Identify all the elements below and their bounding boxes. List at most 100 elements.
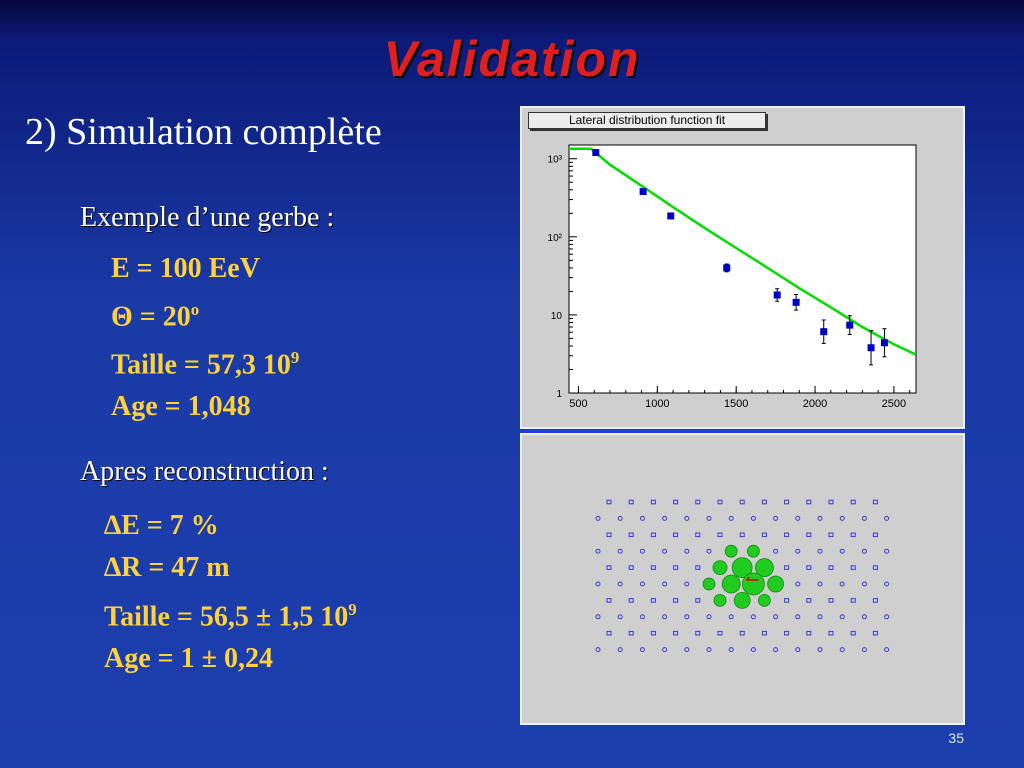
detector-station [884,581,890,587]
ldf-x-tick-label: 2500 [882,398,906,410]
detector-station [806,499,812,505]
detector-station [617,515,623,521]
detector-station [850,565,856,570]
detector-station [650,630,656,636]
ldf-data-point [592,149,600,157]
triggered-station [721,574,741,594]
detector-station [684,581,690,587]
detector-station [650,499,656,505]
size-value: Taille = 57,3 109 [111,337,299,385]
ldf-y-tick-label: 10 [551,311,563,322]
ldf-data-point [792,298,800,306]
detector-station [817,548,823,554]
detector-station [628,499,634,505]
detector-station [795,515,801,521]
triggered-station [747,544,760,558]
detector-station [817,647,823,653]
detector-station [628,532,634,538]
detector-station [706,515,712,521]
ldf-data-point [880,339,888,347]
detector-station [795,581,801,587]
detector-station [695,630,701,636]
detector-station [706,548,712,554]
page-number: 35 [948,730,964,746]
detector-station [872,499,878,505]
triggered-station [724,544,738,558]
ldf-data-point [846,321,854,329]
detector-station [617,614,623,620]
theta-sup: o [190,300,200,319]
detector-station [595,647,601,653]
detector-station [773,647,779,653]
ldf-y-tick-label: 10³ [548,155,563,166]
detector-station [639,647,645,653]
detector-station [806,598,812,603]
detector-station [717,630,723,636]
detector-station [717,499,723,505]
detector-station [728,614,734,620]
delta-e-value: ∆E = 7 % [104,510,219,541]
triggered-station [712,560,728,575]
detector-station [606,630,612,636]
detector-station [706,647,712,653]
detector-station [806,565,812,570]
detector-station [628,565,634,570]
detector-station [784,630,790,636]
reco-size-value: Taille = 56,5 ± 1,5 109 [104,589,357,638]
slide-title: Validation [383,31,641,87]
detector-station [617,581,623,587]
ldf-data-point [667,212,675,220]
detector-station [784,598,790,603]
detector-station [639,548,645,554]
reco-age-value: Age = 1 ± 0,24 [104,643,273,675]
detector-station [639,515,645,521]
detector-station [595,614,601,620]
detector-station [784,565,790,570]
detector-station [839,548,845,554]
shower-parameters: E = 100 EeV Θ = 20o Taille = 57,3 109 Ag… [111,248,299,427]
ldf-points-layer [592,149,888,366]
detector-station [650,598,656,603]
array-panel [520,433,965,725]
ldf-data-point [820,328,828,336]
theta-value: Θ = 20o [111,289,299,337]
detector-station [872,630,878,636]
detector-station [684,647,690,653]
delta-r-value: ∆R = 47 m [104,552,230,583]
detector-station [795,614,801,620]
triggered-station [702,577,716,591]
detector-station [639,614,645,620]
detector-station [617,548,623,554]
detector-station [817,515,823,521]
detector-station [695,499,701,505]
detector-station [662,581,668,587]
detector-station [684,614,690,620]
panel-divider [520,430,965,433]
detector-station [861,614,867,620]
detector-station [884,647,890,653]
detector-station [739,532,745,538]
detector-station [872,532,878,538]
slide-subtitle: 2) Simulation complète [25,111,382,153]
detector-station [706,614,712,620]
theta-text: Θ = 20 [111,301,191,333]
ldf-y-tick-label: 10² [548,233,563,244]
detector-station [806,532,812,538]
detector-station [839,647,845,653]
ldf-x-tick-label: 2000 [803,398,827,410]
detector-station [828,499,834,505]
detector-station [750,515,756,521]
triggered-station [713,594,727,607]
detector-station [695,565,701,570]
detector-station [806,630,812,636]
detector-station [761,499,767,505]
array-hits-layer [702,544,784,609]
detector-station [695,598,701,603]
detector-station [617,647,623,653]
detector-station [650,565,656,570]
detector-station [861,515,867,521]
detector-station [728,515,734,521]
detector-station [784,532,790,538]
ldf-axis-ticks: 500 1000 1500 2000 2500 1 10 10² 10³ [548,155,911,410]
detector-station [684,548,690,554]
